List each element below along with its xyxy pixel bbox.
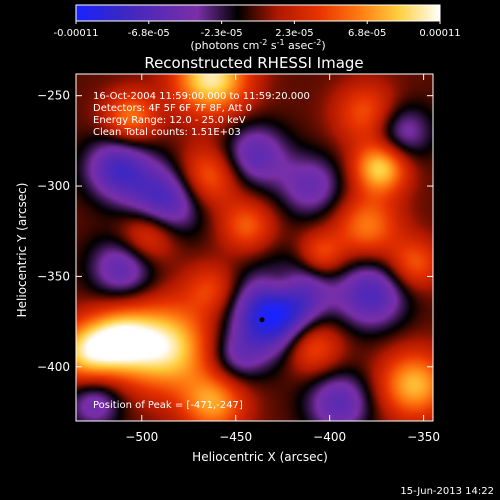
y-tick-label: −400 [37, 360, 70, 374]
colorbar-tick-label: -2.3e-05 [201, 28, 243, 39]
plot-frame [75, 73, 434, 422]
info-detectors: Detectors: 4F 5F 6F 7F 8F, Att 0 [93, 103, 252, 114]
x-axis-label: Heliocentric X (arcsec) [192, 450, 328, 464]
footer-timestamp: 15-Jun-2013 14:22 [400, 486, 494, 497]
info-time-range: 16-Oct-2004 11:59:00.000 to 11:59:20.000 [93, 91, 310, 102]
colorbar-tick-label: -0.00011 [54, 28, 99, 39]
plot-area [75, 73, 434, 422]
colorbar-gradient [75, 4, 441, 22]
colorbar-tick-label: 6.8e-05 [348, 28, 386, 39]
info-clean-counts: Clean Total counts: 1.51E+03 [93, 127, 241, 138]
x-tick-label: −400 [313, 430, 346, 444]
colorbar-ticks: -0.00011 -6.8e-05 -2.3e-05 2.3e-05 6.8e-05 0.… [54, 21, 461, 39]
x-tick-label: −500 [125, 430, 158, 444]
y-axis-label: Heliocentric Y (arcsec) [15, 183, 29, 318]
y-tick-label: −350 [37, 269, 70, 283]
colorbar-tick-label: 0.00011 [419, 28, 460, 39]
y-tick-label: −300 [37, 179, 70, 193]
x-tick-label: −450 [219, 430, 252, 444]
info-peak-position: Position of Peak = [-471,-247] [93, 400, 243, 411]
colorbar-units: (photons cm-2 s-1 asec-2) [190, 38, 325, 52]
plot-overlay [259, 317, 265, 323]
info-energy-range: Energy Range: 12.0 - 25.0 keV [93, 115, 246, 126]
peak-marker [259, 317, 265, 323]
colorbar: -0.00011 -6.8e-05 -2.3e-05 2.3e-05 6.8e-05 0.… [54, 4, 461, 52]
chart-title: Reconstructed RHESSI Image [144, 54, 363, 72]
colorbar-tick-label: -6.8e-05 [128, 28, 170, 39]
x-axis: −500 −450 −400 −350 [125, 74, 440, 444]
colorbar-tick-label: 2.3e-05 [275, 28, 313, 39]
y-tick-label: −250 [37, 89, 70, 103]
y-axis: −400 −350 −300 −250 [37, 89, 433, 374]
heatmap-image [76, 74, 433, 421]
x-tick-label: −350 [407, 430, 440, 444]
info-block: 16-Oct-2004 11:59:00.000 to 11:59:20.000… [93, 91, 310, 411]
